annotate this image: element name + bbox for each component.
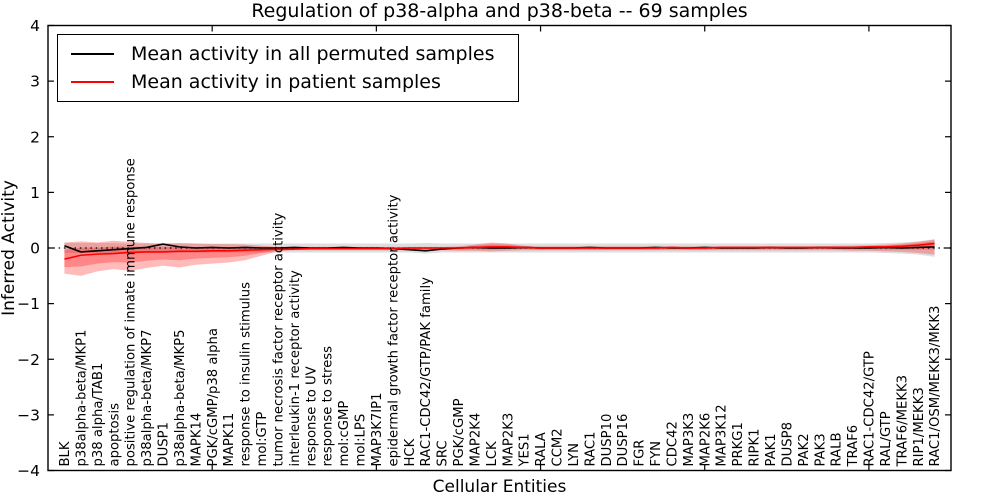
entity-label: PGK/cGMP/p38 alpha xyxy=(206,328,221,466)
entity-label: DUSP16 xyxy=(616,414,631,467)
entity-label: mol:GTP xyxy=(255,412,270,467)
entity-label: tumor necrosis factor receptor activity xyxy=(271,212,286,466)
y-tick-label: 2 xyxy=(30,128,40,146)
chart-title: Regulation of p38-alpha and p38-beta -- … xyxy=(251,0,748,22)
entity-label: FGR xyxy=(633,440,648,467)
y-tick-label: 3 xyxy=(30,73,40,91)
patient-line-sample xyxy=(71,81,114,83)
entity-label: response to UV xyxy=(304,366,319,466)
legend: Mean activity in all permuted samples Me… xyxy=(57,34,519,102)
permuted-line-sample xyxy=(71,53,114,55)
x-axis-title: Cellular Entities xyxy=(432,477,567,497)
entity-label: MAP3K12 xyxy=(715,404,730,466)
entity-label: YES1 xyxy=(518,433,533,467)
entity-label: response to stress xyxy=(321,346,336,467)
entity-label: PAK2 xyxy=(797,433,812,466)
legend-label-permuted: Mean activity in all permuted samples xyxy=(131,43,495,65)
entity-label: apoptosis xyxy=(107,403,122,467)
confidence-bands xyxy=(64,239,935,276)
entity-label: DUSP1 xyxy=(157,422,172,467)
entity-label: LYN xyxy=(567,443,582,467)
y-tick-label: −2 xyxy=(17,351,40,369)
y-axis-title: Inferred Activity xyxy=(0,180,19,316)
entity-label: MAP2K4 xyxy=(468,413,483,467)
y-tick-label: 4 xyxy=(30,17,40,35)
legend-item-patient: Mean activity in patient samples xyxy=(71,68,510,96)
entity-label: mol:cGMP xyxy=(337,401,352,467)
entity-label: p38 alpha/TAB1 xyxy=(91,363,106,467)
y-tick-label: −3 xyxy=(17,406,40,424)
entity-label: MAP3K7IP1 xyxy=(370,392,385,466)
y-tick-label: −1 xyxy=(17,295,40,313)
entity-label: p38alpha-beta/MKP7 xyxy=(140,329,155,466)
entity-label: TRAF6/MEKK3 xyxy=(895,375,910,468)
entity-label: RAL/GTP xyxy=(879,411,894,466)
entity-label: RALB xyxy=(830,432,845,466)
y-tick-label: 1 xyxy=(30,184,40,202)
entity-label: HCK xyxy=(403,438,418,466)
entity-label: MAPK14 xyxy=(189,413,204,467)
entity-label: CCM2 xyxy=(551,428,566,466)
entity-label: RIP1/MEKK3 xyxy=(912,387,927,466)
entity-label: mol:LPS xyxy=(354,414,369,467)
series-lines xyxy=(64,242,935,260)
entity-label: MAPK11 xyxy=(222,413,237,467)
entity-label: positive regulation of innate immune res… xyxy=(124,158,139,466)
entity-label: DUSP8 xyxy=(780,422,795,467)
entity-label: MAP2K6 xyxy=(698,413,713,467)
entity-label: interleukin-1 receptor activity xyxy=(288,270,303,467)
legend-item-permuted: Mean activity in all permuted samples xyxy=(71,40,510,68)
y-tick-labels: −4 −3 −2 −1 0 1 2 3 4 xyxy=(17,17,40,480)
entity-label: RIPK1 xyxy=(748,428,763,466)
entity-label: BLK xyxy=(58,441,73,466)
entity-label: CDC42 xyxy=(665,421,680,466)
entity-label: RAC1 xyxy=(583,431,598,466)
entity-label: RAC1/OSM/MEKK3/MKK3 xyxy=(928,306,943,467)
entity-label: PGK/cGMP xyxy=(452,398,467,466)
patient-mean-line xyxy=(64,242,935,260)
entity-labels: BLK p38alpha-beta/MKP1 p38 alpha/TAB1 apopt… xyxy=(58,158,943,467)
entity-label: MAP3K3 xyxy=(682,413,697,467)
y-tick-label: −4 xyxy=(17,462,40,480)
axis-ticks xyxy=(48,24,951,472)
entity-label: PAK1 xyxy=(764,433,779,466)
entity-label: PAK3 xyxy=(813,433,828,466)
entity-label: DUSP10 xyxy=(600,414,615,467)
entity-label: RAC1-CDC42/GTP xyxy=(863,351,878,466)
entity-label: RAC1-CDC42/GTP/PAK family xyxy=(419,277,434,467)
entity-label: p38alpha-beta/MKP1 xyxy=(74,329,89,466)
entity-label: MAP2K3 xyxy=(501,413,516,467)
entity-label: TRAF6 xyxy=(846,425,861,468)
entity-label: PRKG1 xyxy=(731,422,746,466)
entity-label: epidermal growth factor receptor activit… xyxy=(386,194,401,466)
legend-label-patient: Mean activity in patient samples xyxy=(131,71,441,93)
entity-label: LCK xyxy=(485,441,500,467)
entity-label: p38alpha-beta/MKP5 xyxy=(173,329,188,466)
entity-label: SRC xyxy=(436,440,451,466)
entity-label: RALA xyxy=(534,432,549,466)
y-tick-label: 0 xyxy=(30,240,40,258)
entity-label: FYN xyxy=(649,441,664,467)
entity-label: response to insulin stimulus xyxy=(239,282,254,467)
